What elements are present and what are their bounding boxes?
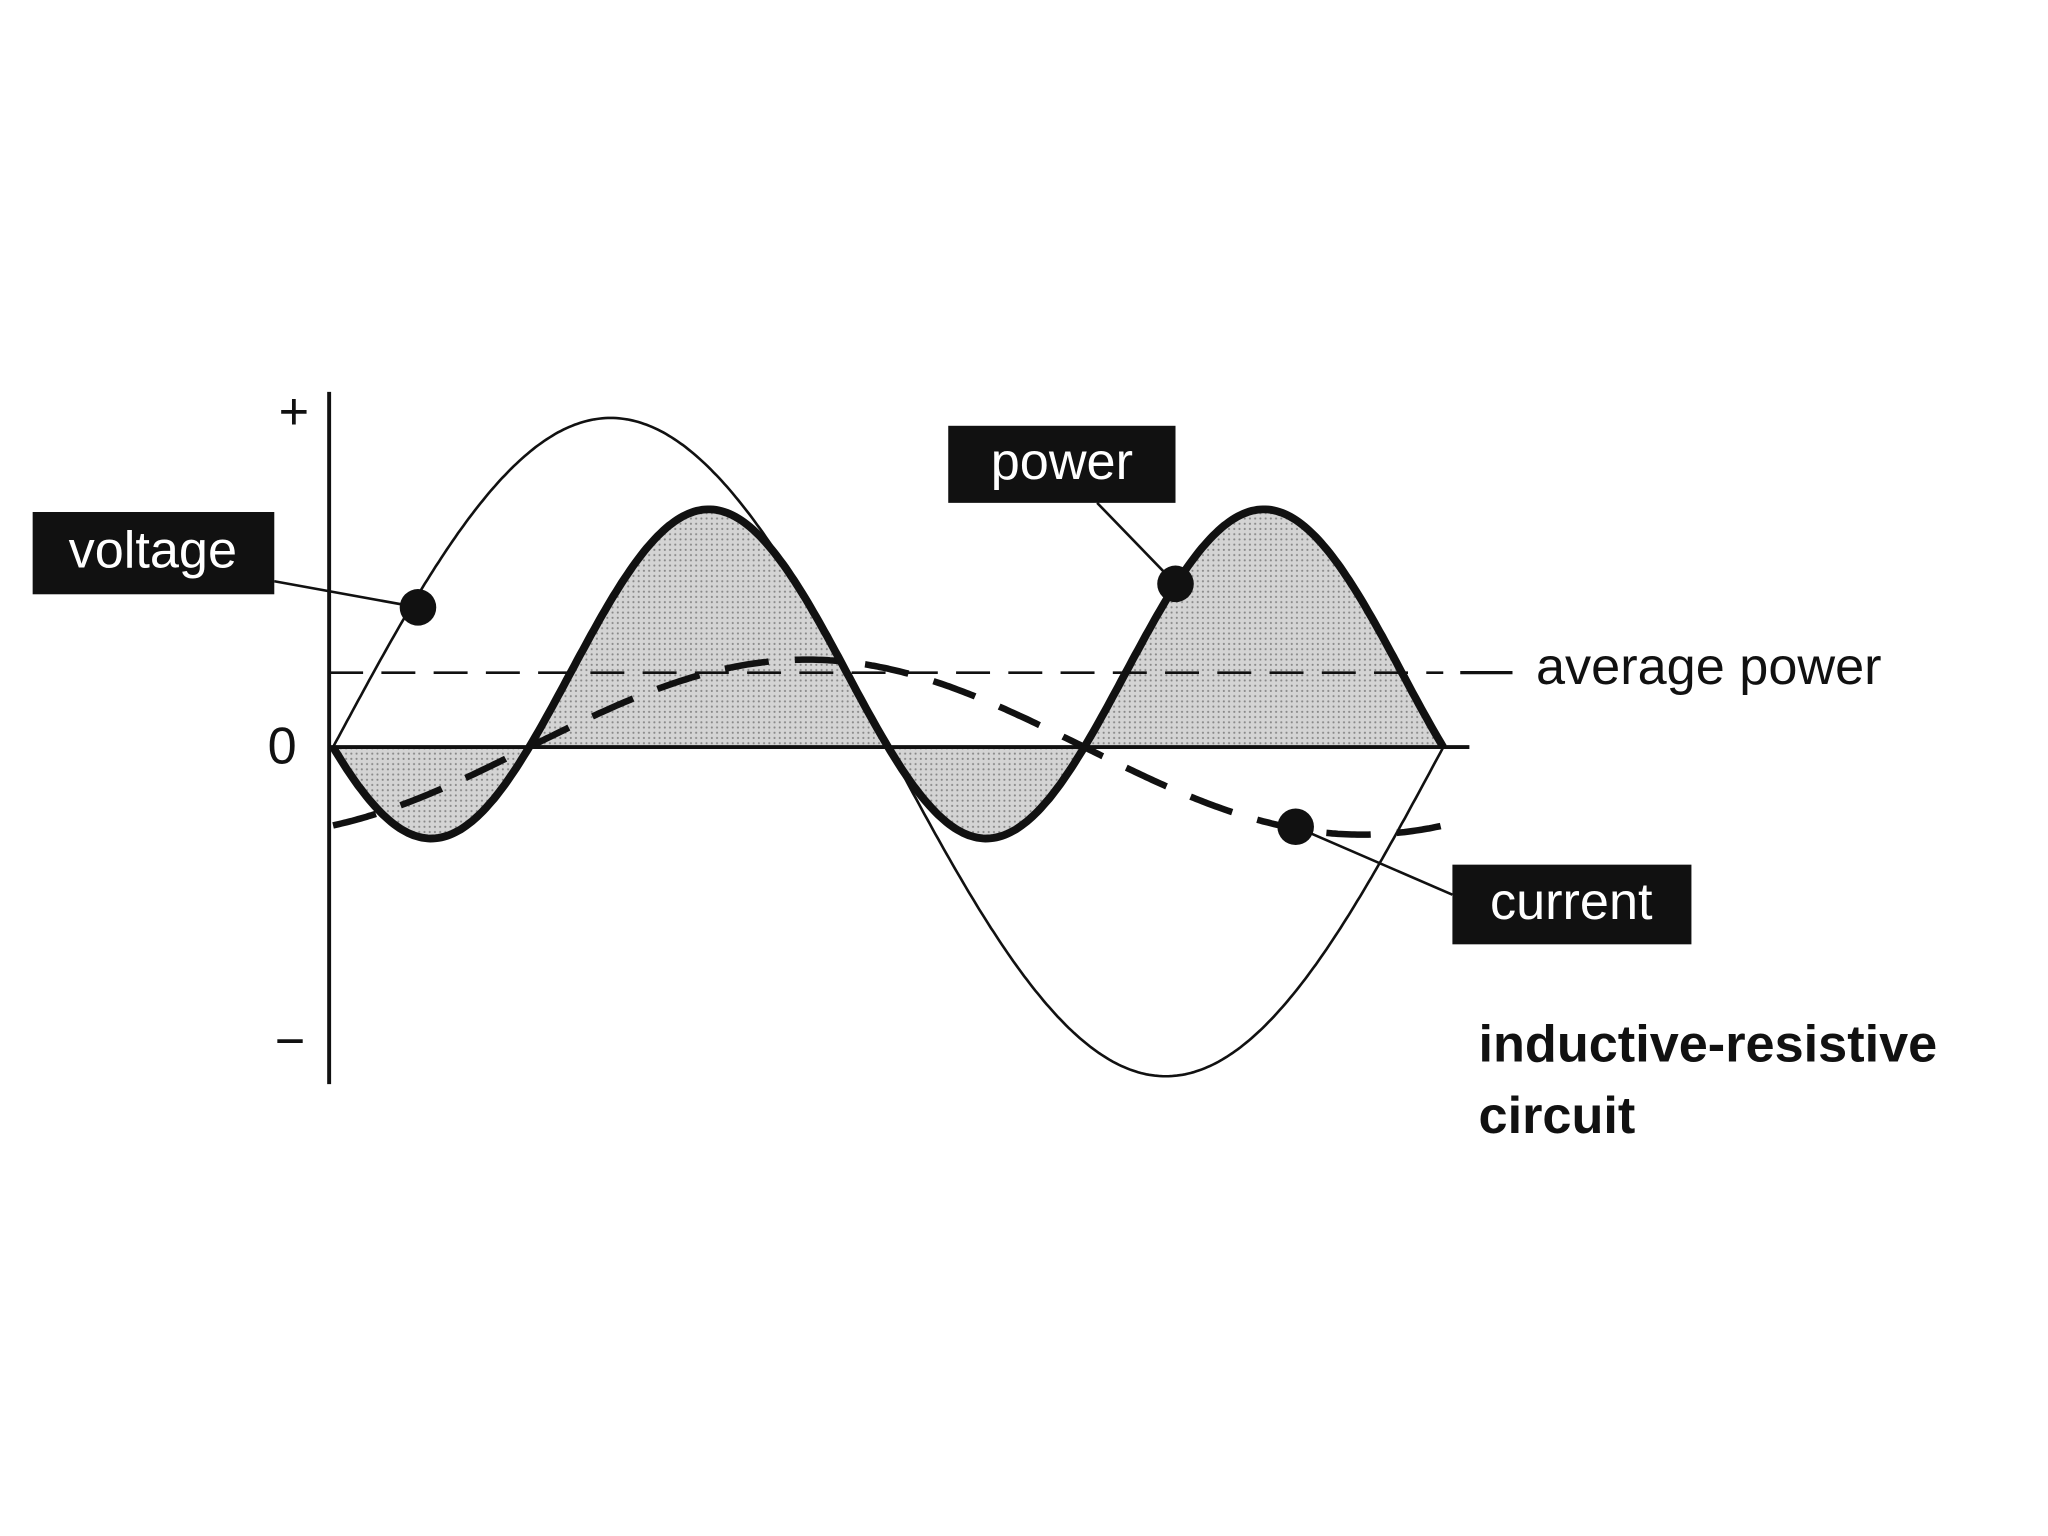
- current-curve: [332, 656, 1445, 838]
- label-box: [948, 425, 1176, 503]
- label-box: [1452, 864, 1692, 945]
- callout-dot: [1277, 808, 1314, 846]
- average-power-label: average power: [1536, 638, 1882, 696]
- leader: [1096, 501, 1177, 585]
- callout-dot: [399, 589, 437, 626]
- callout-dot: [1157, 565, 1194, 603]
- power-label: power: [991, 433, 1133, 491]
- zero-label: 0: [268, 718, 297, 776]
- current-label: current: [1490, 873, 1653, 931]
- leader: [274, 579, 419, 609]
- label-box: [32, 512, 275, 595]
- leader: [1295, 825, 1453, 896]
- caption-line: inductive-resistive: [1479, 1015, 1938, 1073]
- voltage-label: voltage: [69, 522, 237, 580]
- minus-label: −: [275, 1013, 306, 1071]
- power-fill: [333, 509, 1444, 839]
- caption-line: circuit: [1479, 1087, 1636, 1145]
- plus-label: +: [279, 383, 310, 441]
